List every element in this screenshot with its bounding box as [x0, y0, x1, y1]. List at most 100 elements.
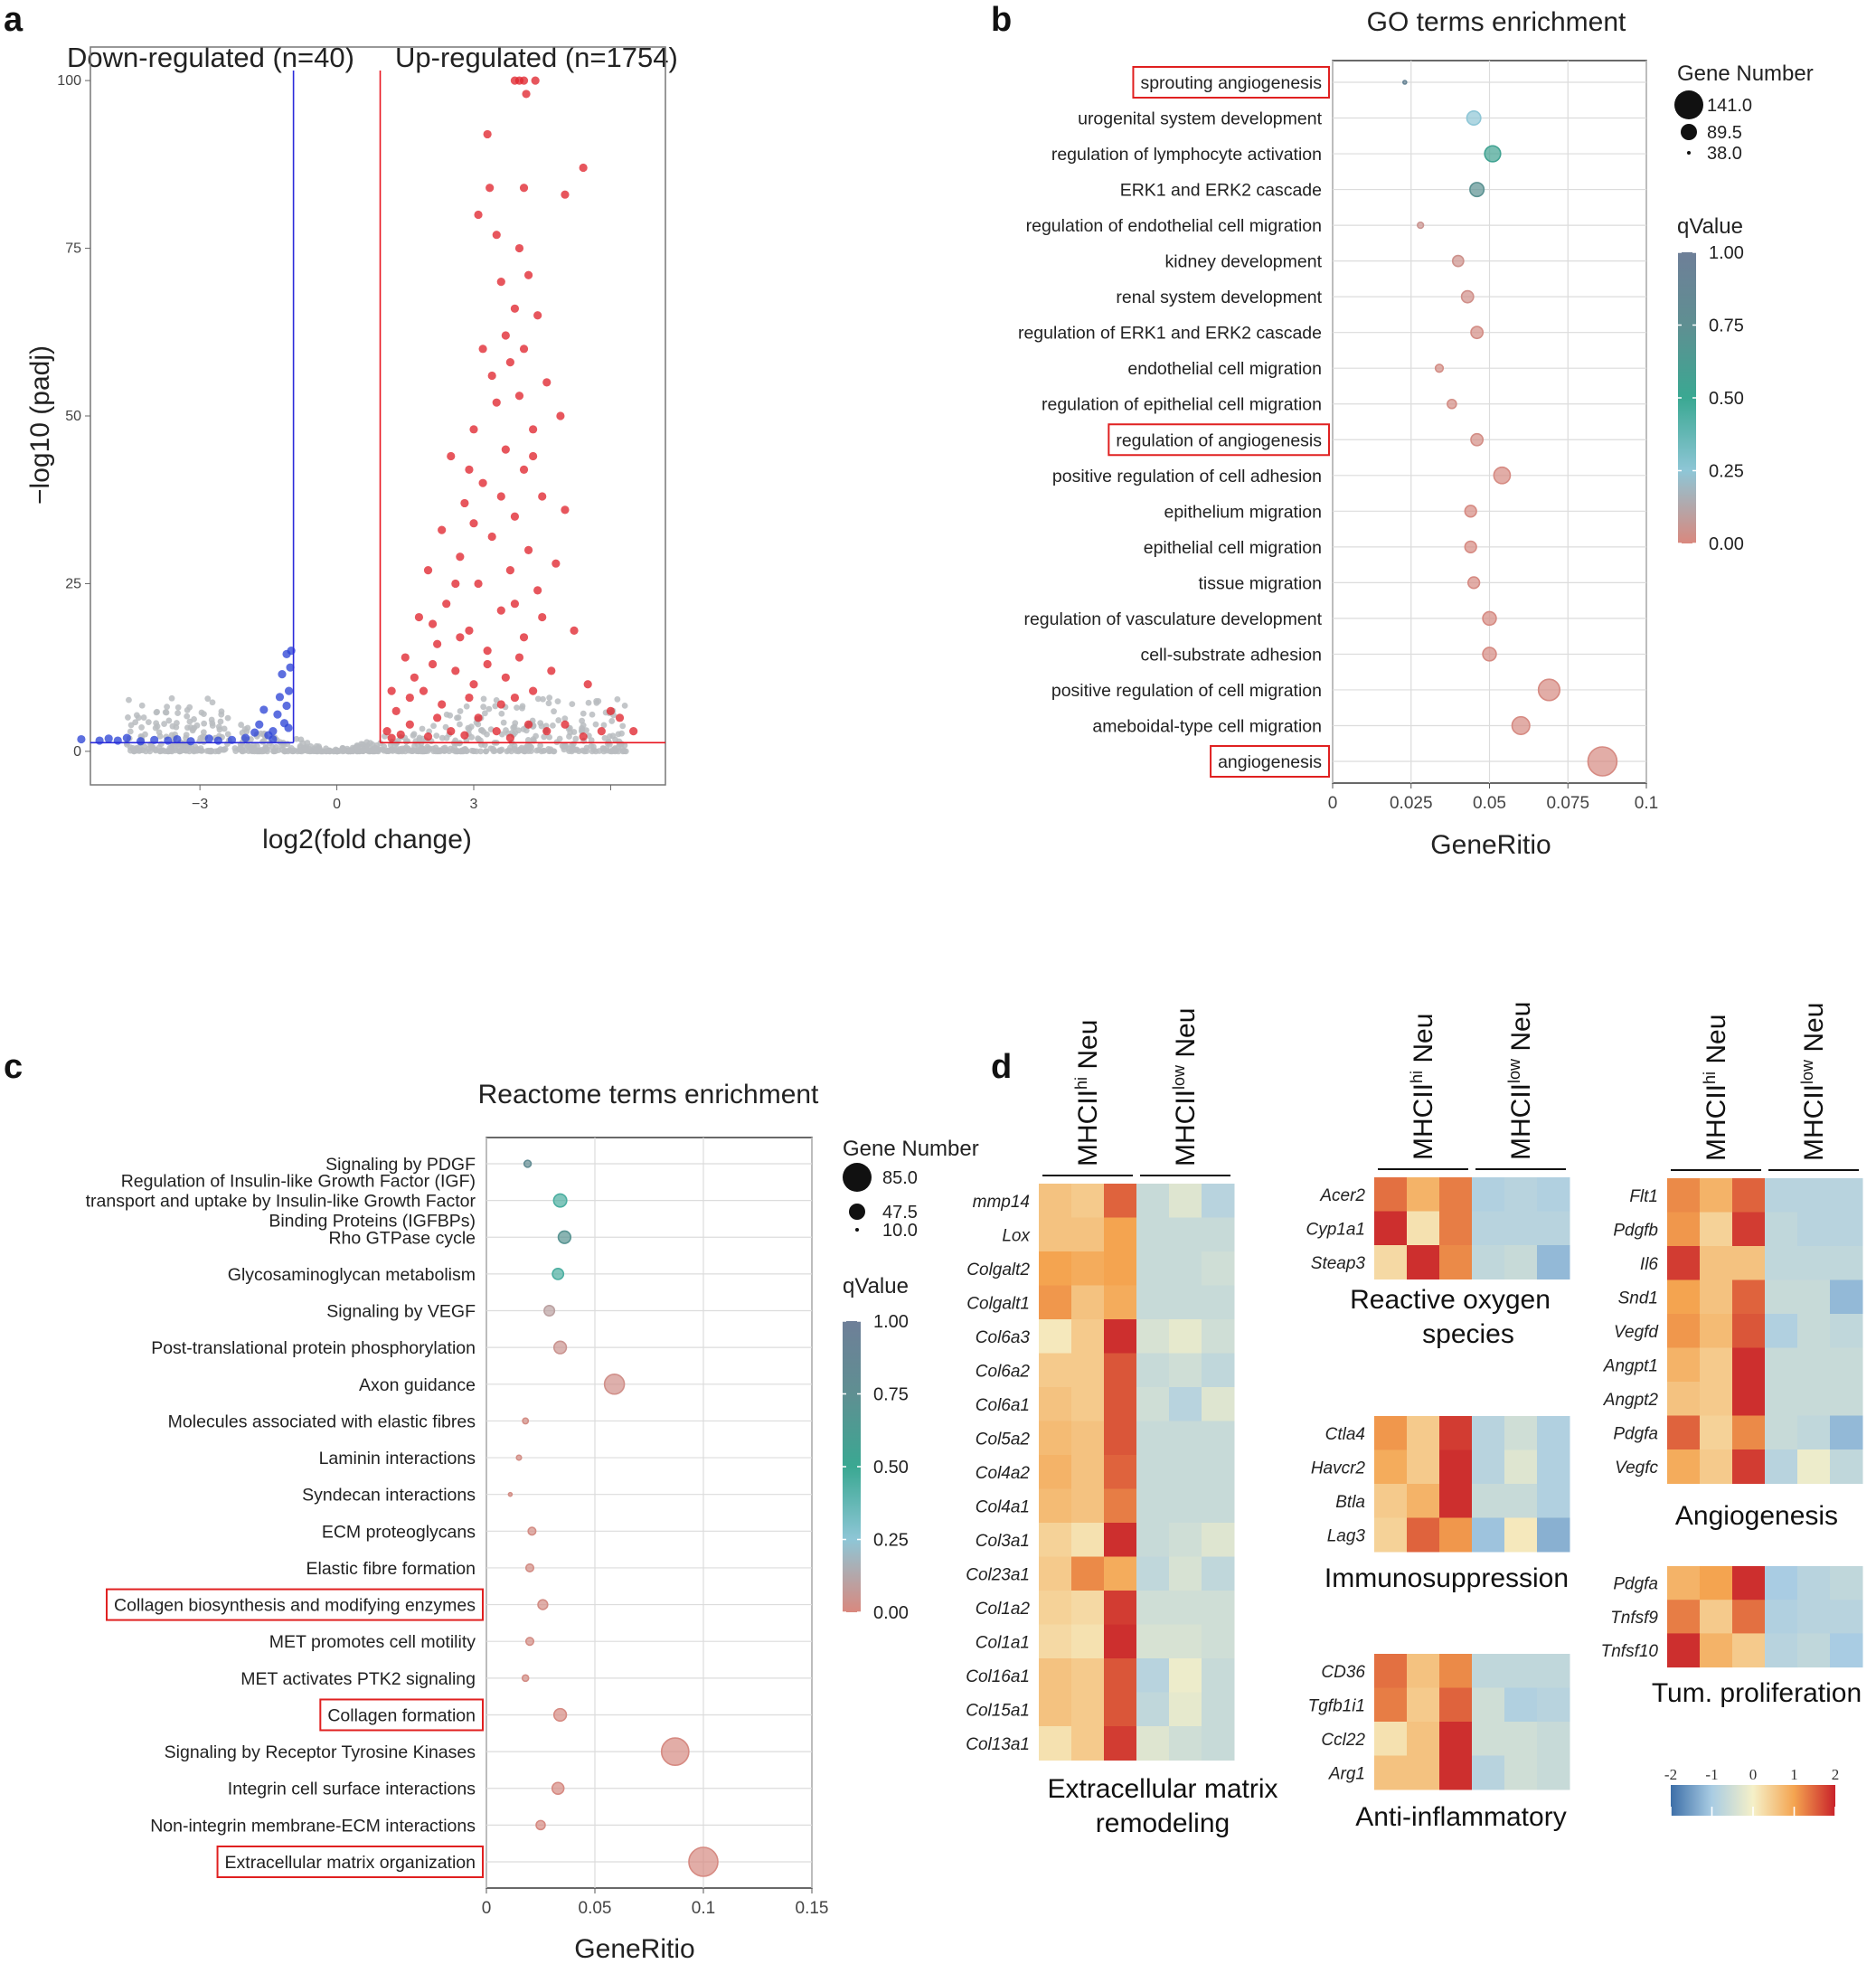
heatmap-cell	[1071, 1251, 1105, 1286]
heatmap-cell	[1039, 1455, 1072, 1489]
heatmap-cell	[1104, 1455, 1137, 1489]
heatmap-cell	[1039, 1421, 1072, 1456]
heatmap-cell	[1439, 1654, 1473, 1688]
volcano-point-ns	[579, 726, 586, 733]
volcano-point-up	[561, 505, 570, 515]
go-term-label: sprouting angiogenesis	[1140, 73, 1322, 93]
heatmap-cell	[1732, 1178, 1766, 1213]
heatmap-cell	[1472, 1517, 1505, 1553]
reactome-term-label: Elastic fibre formation	[306, 1559, 476, 1579]
volcano-point-ns	[364, 743, 372, 751]
heatmap-cell	[1537, 1211, 1570, 1246]
heatmap-cell	[1169, 1455, 1202, 1489]
heatmap-cell	[1407, 1517, 1440, 1553]
heatmap-cell	[1472, 1177, 1505, 1212]
volcano-point-ns	[302, 746, 309, 753]
reactome-term-label: ECM proteoglycans	[322, 1522, 476, 1542]
heatmap-cell	[1039, 1556, 1072, 1591]
heatmap-gene-label: Cyp1a1	[1306, 1220, 1366, 1239]
heatmap-gene-label: CD36	[1321, 1663, 1365, 1682]
volcano-point-up	[391, 706, 401, 716]
volcano-point-up	[382, 727, 391, 736]
reactome-term-label: Non-integrin membrane-ECM interactions	[150, 1816, 476, 1836]
go-enrichment-chart: GO terms enrichment GeneRitio Gene Numbe…	[1018, 7, 1814, 860]
reactome-enrichment-chart: Reactome terms enrichment GeneRitio Gene…	[86, 1080, 979, 1964]
volcano-point-up	[542, 727, 551, 736]
heatmap-cell	[1830, 1279, 1863, 1315]
heatmap-cell	[1039, 1353, 1072, 1388]
heatmap-group-tail: Neu	[1073, 1020, 1103, 1077]
heatmap-cell	[1439, 1687, 1473, 1723]
heatmap-cell	[1765, 1449, 1798, 1484]
heatmap-cell	[1169, 1658, 1202, 1693]
reactome-x-tick-label: 0	[482, 1899, 492, 1918]
volcano-point-up	[460, 498, 469, 508]
volcano-point-ns	[619, 722, 627, 730]
volcano-point-up	[474, 713, 483, 722]
heatmap-cell	[1667, 1566, 1701, 1600]
volcano-point-up	[478, 478, 487, 487]
heatmap-cell	[1202, 1726, 1235, 1761]
volcano-point-up	[492, 231, 501, 240]
volcano-point-ns	[457, 721, 463, 728]
volcano-point-up	[523, 270, 533, 279]
volcano-point-ns	[174, 710, 181, 717]
volcano-point-ns	[199, 733, 206, 741]
volcano-point-up	[510, 600, 520, 609]
volcano-point-ns	[545, 700, 552, 707]
heatmap-cell	[1374, 1416, 1408, 1450]
volcano-point-ns	[433, 747, 440, 754]
volcano-point-ns	[146, 745, 152, 752]
heatmap-cell	[1504, 1654, 1538, 1688]
reactome-term-label: Collagen formation	[327, 1705, 476, 1725]
heatmap-gene-label: Snd1	[1618, 1289, 1658, 1308]
heatmap-cell	[1136, 1658, 1170, 1693]
volcano-point-down	[95, 736, 104, 745]
heatmap-gene-label: Col3a1	[976, 1532, 1030, 1551]
volcano-point-up	[428, 619, 438, 628]
go-x-tick-label: 0	[1328, 794, 1338, 813]
volcano-point-ns	[272, 743, 279, 751]
volcano-point-up	[419, 686, 429, 695]
reactome-color-legend-label: 0.50	[873, 1458, 909, 1478]
volcano-point-up	[469, 425, 478, 434]
heatmap-cell	[1169, 1285, 1202, 1320]
volcano-point-down	[213, 736, 222, 745]
heatmap-cell	[1039, 1387, 1072, 1421]
heatmap-block-title: Immunosuppression	[1325, 1563, 1569, 1593]
reactome-term-label: Signaling by VEGF	[326, 1302, 476, 1322]
heatmap-cell	[1830, 1633, 1863, 1668]
volcano-y-tick-label: 75	[65, 241, 81, 257]
heatmap-cell	[1407, 1211, 1440, 1246]
volcano-point-up	[478, 345, 487, 354]
volcano-point-ns	[485, 705, 493, 713]
reactome-size-legend-dot	[855, 1228, 859, 1232]
volcano-point-ns	[550, 722, 556, 729]
volcano-point-ns	[601, 734, 608, 741]
volcano-point-ns	[204, 695, 212, 703]
volcano-point-ns	[189, 727, 196, 734]
heatmap-cell	[1537, 1484, 1570, 1518]
heatmap-cell	[1039, 1658, 1072, 1693]
heatmap-cell	[1830, 1347, 1863, 1383]
heatmap-gene-label: Col6a3	[976, 1328, 1031, 1347]
reactome-dot	[551, 1267, 565, 1280]
heatmap-gene-label: mmp14	[973, 1193, 1030, 1212]
heatmap-cell	[1202, 1217, 1235, 1252]
heatmap-cell	[1765, 1382, 1798, 1416]
heatmap-cell	[1830, 1178, 1863, 1213]
heatmap-cell	[1104, 1217, 1137, 1252]
heatmap-gene-label: Lox	[1002, 1226, 1031, 1245]
reactome-term-label: Collagen biosynthesis and modifying enzy…	[114, 1596, 476, 1616]
heatmap-cell	[1136, 1319, 1170, 1354]
heatmap-cell	[1504, 1177, 1538, 1212]
go-dot	[1451, 254, 1465, 268]
volcano-point-up	[501, 331, 510, 340]
heatmap-group-main: MHCII	[1506, 1083, 1536, 1160]
reactome-x-tick-label: 0.15	[796, 1899, 829, 1918]
heatmap-block-title: Tum. proliferation	[1652, 1678, 1862, 1708]
heatmap-cell	[1667, 1633, 1701, 1668]
reactome-color-legend-label: 0.00	[873, 1603, 909, 1623]
volcano-point-ns	[224, 714, 231, 722]
volcano-point-ns	[438, 734, 446, 741]
